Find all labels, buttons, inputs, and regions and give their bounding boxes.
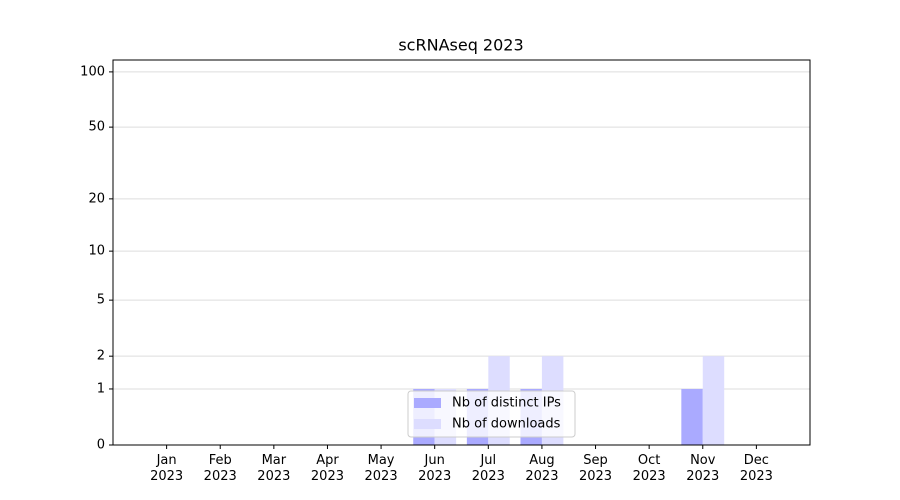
y-tick-label: 10	[88, 244, 105, 259]
y-tick-label: 50	[88, 120, 105, 135]
x-tick-label: Dec 2023	[739, 453, 773, 484]
bar	[681, 388, 703, 445]
legend-label: Nb of downloads	[452, 417, 561, 432]
plot-frame	[112, 59, 811, 446]
bar	[702, 356, 725, 445]
legend-swatch	[414, 398, 441, 408]
x-tick-label: Jul 2023	[471, 453, 505, 484]
x-tick-label: Apr 2023	[310, 453, 344, 484]
y-tick-label: 100	[80, 64, 105, 79]
chart-title: scRNAseq 2023	[398, 36, 523, 55]
x-tick-label: Oct 2023	[632, 453, 666, 484]
legend-swatch	[414, 419, 441, 429]
y-tick-label: 20	[88, 191, 105, 206]
y-tick-label: 0	[97, 438, 105, 453]
legend-box	[407, 390, 576, 438]
y-tick-label: 5	[97, 293, 105, 308]
legend-label: Nb of distinct IPs	[452, 396, 561, 411]
x-tick-label: Jan 2023	[150, 453, 184, 484]
x-tick-label: Jun 2023	[418, 453, 452, 484]
y-tick-label: 2	[97, 349, 105, 364]
x-tick-label: Aug 2023	[525, 453, 559, 484]
y-tick-label: 1	[97, 381, 105, 396]
grid	[113, 71, 810, 446]
x-tick-label: Sep 2023	[578, 453, 613, 484]
x-tick-label: Feb 2023	[203, 453, 237, 484]
legend: Nb of distinct IPs Nb of downloads	[407, 390, 576, 438]
x-tick-label: Nov 2023	[686, 453, 720, 484]
x-tick-label: May 2023	[364, 453, 398, 484]
x-tick-label: Mar 2023	[257, 453, 291, 484]
